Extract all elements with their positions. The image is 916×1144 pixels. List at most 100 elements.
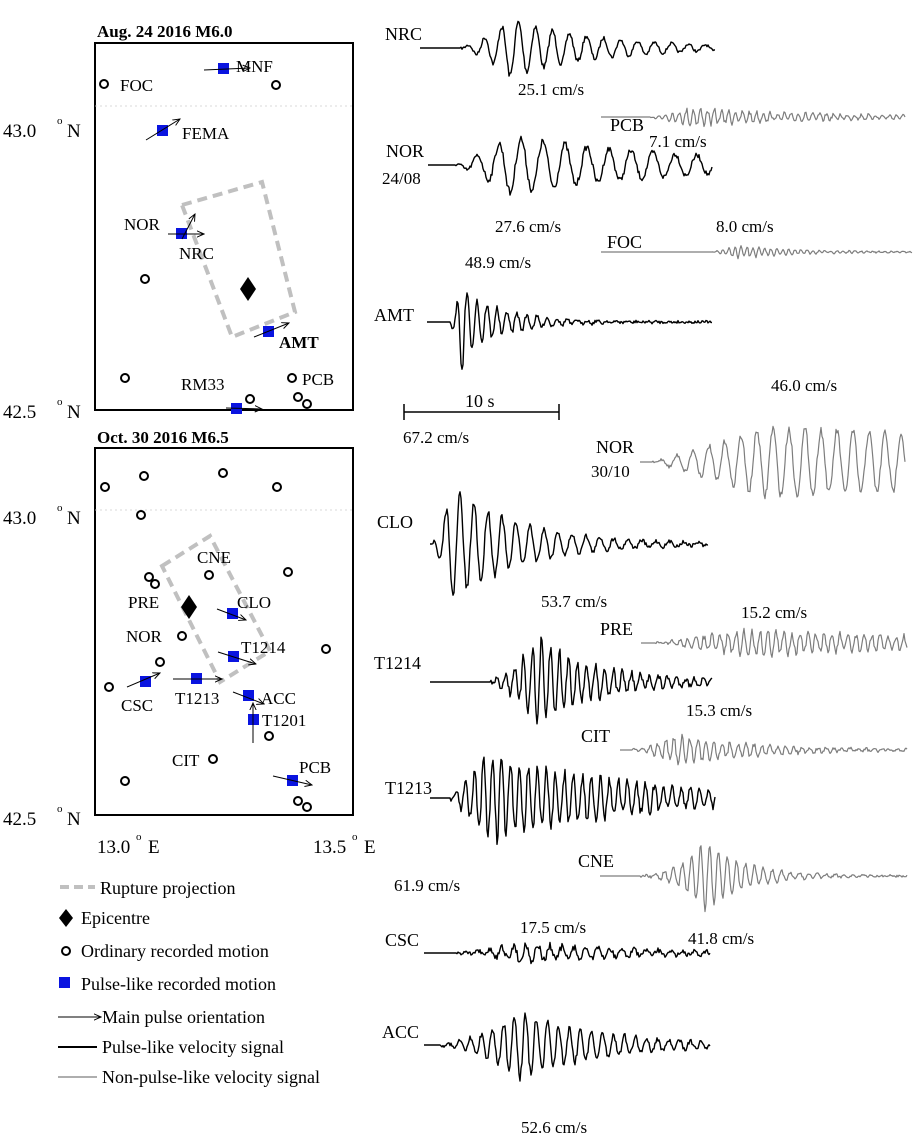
trace-peak: 17.5 cm/s [520, 918, 586, 937]
station-label: PCB [302, 370, 334, 389]
station-circle [272, 482, 282, 492]
station-circle [140, 274, 150, 284]
station-circle [136, 510, 146, 520]
station-square [218, 63, 229, 74]
svg-text:o: o [136, 831, 142, 843]
station-circle [302, 802, 312, 812]
lon-label-13-0: 13.0 o E [97, 831, 160, 858]
trace-label: NOR [596, 437, 634, 457]
legend-label: Rupture projection [100, 878, 235, 898]
station-label: FOC [120, 76, 153, 95]
station-circle [120, 776, 130, 786]
trace-PRE [641, 627, 908, 658]
trace-peak: 27.6 cm/s [495, 217, 561, 236]
station-square [140, 676, 151, 687]
station-circle [100, 482, 110, 492]
legend: Rupture projection Epicentre Ordinary re… [58, 878, 320, 1087]
trace-label: T1214 [374, 653, 421, 673]
station-circle [120, 373, 130, 383]
svg-text:o: o [57, 803, 63, 815]
trace-peak: 48.9 cm/s [465, 253, 531, 272]
svg-text:13.5: 13.5 [313, 837, 346, 858]
svg-text:o: o [57, 396, 63, 408]
svg-text:N: N [67, 809, 81, 830]
lon-label-13-5: 13.5 o E [313, 831, 376, 858]
trace-label: CLO [377, 512, 413, 532]
trace-peak: 15.2 cm/s [741, 603, 807, 622]
trace-CLO [430, 491, 709, 596]
station-label: NRC [179, 244, 214, 263]
map-top-title: Aug. 24 2016 M6.0 [97, 22, 233, 41]
lat-label-42-5-b: 42.5 o N [3, 803, 81, 830]
pulse-arrow [216, 608, 246, 620]
trace-peak: 52.6 cm/s [521, 1118, 587, 1137]
svg-text:E: E [148, 837, 160, 858]
trace-label: NRC [385, 24, 422, 44]
station-circle [264, 731, 274, 741]
pulse-arrow [203, 68, 250, 70]
trace-peak: 25.1 cm/s [518, 80, 584, 99]
scale-bar-label: 10 s [465, 391, 495, 411]
map-bottom-title: Oct. 30 2016 M6.5 [97, 428, 229, 447]
epicentre [240, 277, 256, 301]
trace-label: ACC [382, 1022, 419, 1042]
station-circle [302, 399, 312, 409]
station-label: CIT [172, 751, 200, 770]
map-top: Aug. 24 2016 M6.0 43.0 o N 42.5 o N FOC … [3, 22, 354, 423]
legend-label: Ordinary recorded motion [81, 941, 269, 961]
station-circle [104, 682, 114, 692]
trace-sublabel: 30/10 [591, 462, 630, 481]
station-label: CLO [237, 593, 271, 612]
rupture-projection [179, 179, 298, 340]
station-label: PRE [128, 593, 159, 612]
trace-peak: 67.2 cm/s [403, 428, 469, 447]
trace-peak: 8.0 cm/s [716, 217, 774, 236]
station-circle [293, 796, 303, 806]
svg-text:N: N [67, 402, 81, 423]
pulse-arrow [126, 673, 160, 688]
station-circle [150, 579, 160, 589]
legend-label: Pulse-like recorded motion [81, 974, 276, 994]
trace-peak: 53.7 cm/s [541, 592, 607, 611]
map-top-frame [94, 42, 354, 411]
station-circle [99, 79, 109, 89]
svg-text:43.0: 43.0 [3, 121, 36, 142]
trace-NOR-30-10 [640, 425, 906, 500]
station-circle [283, 567, 293, 577]
trace-peak: 7.1 cm/s [649, 132, 707, 151]
station-label: T1214 [241, 638, 286, 657]
station-circle [144, 572, 154, 582]
pulse-arrow [225, 408, 262, 409]
trace-peak: 61.9 cm/s [394, 876, 460, 895]
svg-text:13.0: 13.0 [97, 837, 130, 858]
svg-text:N: N [67, 508, 81, 529]
station-label: NOR [126, 627, 163, 646]
trace-CNE [600, 845, 908, 913]
scale-bar: 10 s [403, 391, 560, 420]
rupture-projection [159, 533, 273, 685]
trace-peak: 46.0 cm/s [771, 376, 837, 395]
trace-label: CIT [581, 726, 610, 746]
legend-label: Pulse-like velocity signal [102, 1037, 284, 1057]
station-square [243, 690, 254, 701]
trace-label: AMT [374, 305, 414, 325]
trace-sublabel: 24/08 [382, 169, 421, 188]
station-label: CSC [121, 696, 153, 715]
map-bottom-frame [94, 447, 354, 816]
trace-NOR-24-08 [428, 135, 713, 196]
trace-label: T1213 [385, 778, 432, 798]
station-label: ACC [261, 689, 296, 708]
trace-label: PCB [610, 115, 644, 135]
svg-text:o: o [57, 115, 63, 127]
trace-FOC [601, 245, 913, 260]
svg-text:42.5: 42.5 [3, 402, 36, 423]
pulse-arrow [272, 775, 312, 785]
trace-T1214 [430, 636, 713, 725]
trace-NRC [420, 20, 716, 77]
station-circle [139, 471, 149, 481]
svg-text:o: o [57, 502, 63, 514]
legend-circle-swatch [61, 946, 71, 956]
trace-label: FOC [607, 232, 642, 252]
station-circle [208, 754, 218, 764]
